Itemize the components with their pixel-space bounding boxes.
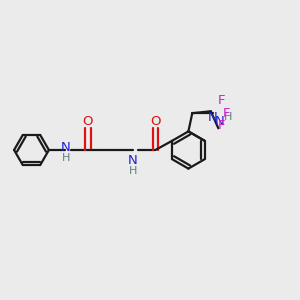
Text: O: O xyxy=(150,115,161,128)
Text: N: N xyxy=(215,115,225,128)
Text: F: F xyxy=(218,119,225,132)
Text: H: H xyxy=(224,112,232,122)
Text: N: N xyxy=(207,111,217,124)
Text: F: F xyxy=(218,94,225,107)
Text: N: N xyxy=(128,154,138,166)
Text: H: H xyxy=(129,167,137,176)
Text: F: F xyxy=(222,107,230,120)
Text: N: N xyxy=(61,141,70,154)
Text: O: O xyxy=(82,115,93,128)
Text: H: H xyxy=(61,153,70,163)
